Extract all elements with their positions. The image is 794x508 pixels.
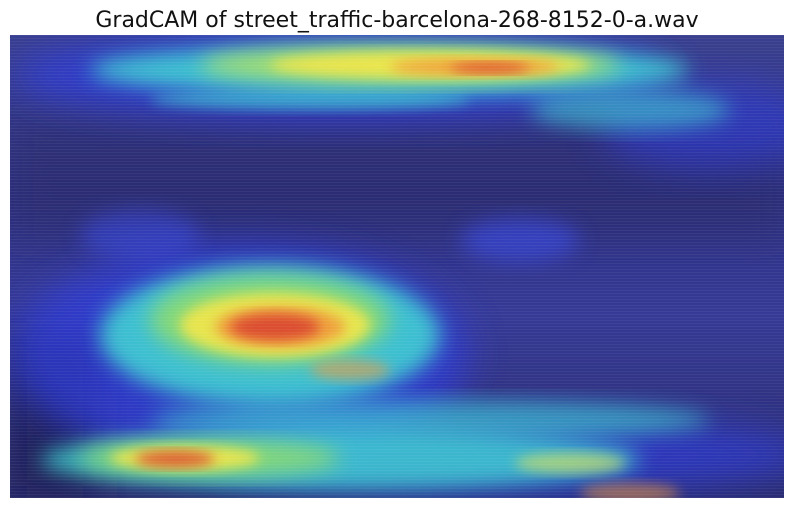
gradcam-heatmap-image — [10, 35, 784, 498]
spectrogram-texture — [10, 35, 784, 498]
figure-title: GradCAM of street_traffic-barcelona-268-… — [95, 8, 699, 33]
heatmap-svg — [10, 35, 784, 498]
